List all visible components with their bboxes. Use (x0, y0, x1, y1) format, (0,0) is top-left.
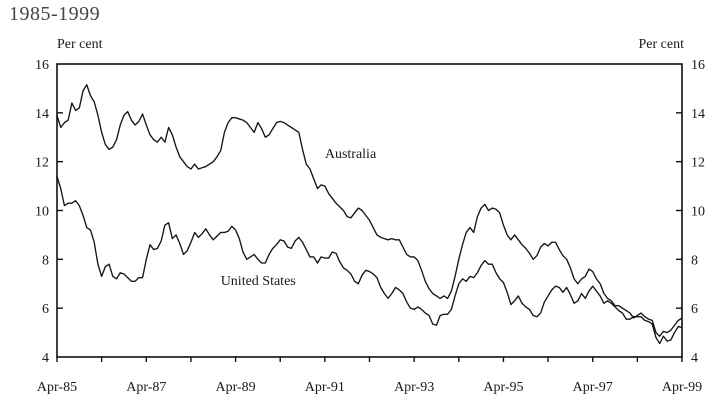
x-tick-label: Apr-91 (305, 380, 345, 395)
y-tick-label-left: 16 (35, 58, 49, 73)
x-tick-label: Apr-87 (126, 380, 166, 395)
series-line-united-states (56, 175, 683, 345)
y-axis-unit-right: Per cent (638, 37, 684, 52)
series-line-australia (56, 84, 683, 337)
x-tick-label: Apr-99 (662, 380, 702, 395)
series-label-australia: Australia (325, 147, 377, 162)
x-tick-label: Apr-97 (573, 380, 613, 395)
y-tick-label-right: 16 (691, 58, 705, 73)
y-tick-label-left: 6 (42, 302, 49, 317)
y-tick-label-right: 14 (691, 107, 705, 122)
plot-frame (56, 63, 683, 358)
y-tick-label-left: 14 (35, 107, 49, 122)
y-tick-label-right: 8 (691, 253, 698, 268)
y-tick-label-left: 8 (42, 253, 49, 268)
y-tick-label-left: 10 (35, 205, 49, 220)
y-axis-unit-left: Per cent (57, 37, 103, 52)
x-tick-label: Apr-85 (37, 380, 77, 395)
series-label-united-states: United States (221, 274, 296, 289)
y-tick-label-right: 10 (691, 205, 705, 220)
chart-title: 1985-1999 (9, 3, 101, 25)
x-tick-label: Apr-93 (394, 380, 434, 395)
y-tick-label-right: 6 (691, 302, 698, 317)
y-tick-label-right: 4 (691, 351, 698, 366)
y-tick-label-left: 12 (35, 156, 49, 171)
y-tick-label-right: 12 (691, 156, 705, 171)
y-tick-label-left: 4 (42, 351, 49, 366)
x-tick-label: Apr-95 (483, 380, 523, 395)
x-tick-label: Apr-89 (215, 380, 255, 395)
